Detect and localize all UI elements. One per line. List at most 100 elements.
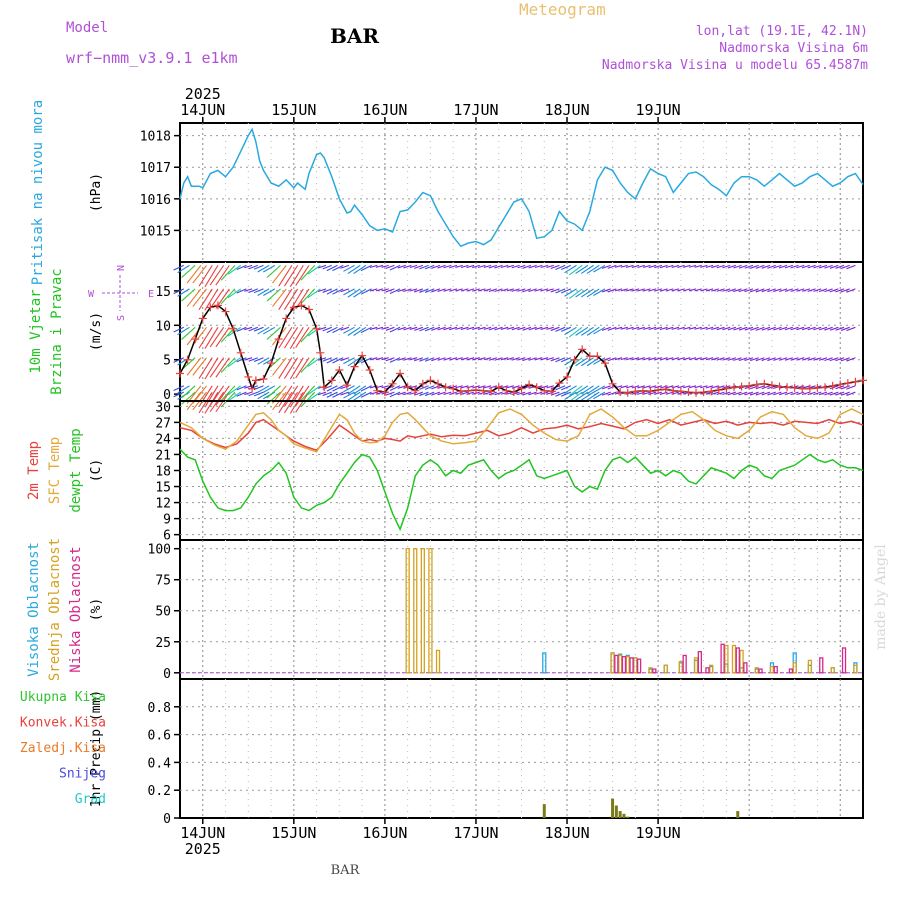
wind-barb xyxy=(517,288,526,292)
wind-barb xyxy=(317,357,327,361)
wind-barb xyxy=(801,357,811,361)
wind-barb xyxy=(483,357,492,361)
day-label-bottom: 19JUN xyxy=(636,824,681,842)
wind-barb xyxy=(818,288,828,292)
wind-barb xyxy=(360,391,372,398)
y-tick-label: 1018 xyxy=(140,130,171,145)
wind-barb xyxy=(278,288,293,311)
wind-barb xyxy=(593,288,606,296)
day-label-top: 19JUN xyxy=(636,101,681,119)
wind-barb xyxy=(483,391,492,395)
wind-barb xyxy=(835,391,845,396)
wind-barb xyxy=(767,264,776,269)
cloud-bar xyxy=(629,657,634,674)
wind-barb xyxy=(332,357,344,364)
wind-point xyxy=(775,382,784,391)
wind-barb xyxy=(659,357,668,361)
wind-barb xyxy=(564,385,577,394)
wind-barb xyxy=(560,264,572,270)
wind-barb xyxy=(761,264,771,269)
wind-barb xyxy=(460,357,469,361)
wind-barb xyxy=(173,385,185,391)
wind-barb xyxy=(705,391,714,395)
wind-barb xyxy=(204,288,219,311)
wind-point xyxy=(616,388,625,397)
wind-barb xyxy=(807,264,816,269)
watermark: made by Angel xyxy=(873,544,889,650)
wind-barb xyxy=(177,326,190,336)
wind-barb xyxy=(637,326,645,330)
wind-barb xyxy=(835,264,845,269)
series-line xyxy=(179,418,864,452)
wind-barb xyxy=(722,326,731,331)
wind-point xyxy=(767,381,776,390)
wind-barb xyxy=(778,264,788,269)
wind-barb xyxy=(593,391,606,400)
wind-barb xyxy=(500,326,509,330)
wind-barb xyxy=(449,391,458,396)
wind-barb xyxy=(385,326,395,331)
wind-barb xyxy=(744,391,754,396)
wind-barb xyxy=(580,288,594,298)
wind-barb xyxy=(347,391,361,401)
wind-barb xyxy=(659,391,668,395)
y-tick-label: 50 xyxy=(155,605,171,620)
y-tick-label: 1015 xyxy=(140,224,171,239)
legend-label: Konvek.Kisa xyxy=(20,716,106,731)
wind-barb xyxy=(818,391,828,396)
wind-barb xyxy=(397,326,406,331)
wind-barb xyxy=(289,385,304,408)
wind-barb xyxy=(555,357,566,363)
wind-barb xyxy=(511,357,520,361)
wind-point xyxy=(699,388,708,397)
wind-barb xyxy=(665,264,674,269)
wind-point xyxy=(282,314,291,323)
footer-station: BAR xyxy=(331,863,361,878)
wind-barb xyxy=(322,264,332,270)
wind-barb xyxy=(332,326,344,334)
wind-barb xyxy=(801,385,811,389)
wind-barb xyxy=(414,288,424,293)
wind-point xyxy=(525,380,534,389)
wind-barb xyxy=(209,326,225,348)
wind-barb xyxy=(322,326,332,332)
wind-point xyxy=(555,379,564,388)
wind-barb xyxy=(397,385,406,389)
wind-barb xyxy=(694,288,702,292)
wind-barb xyxy=(824,326,833,331)
wind-barb xyxy=(455,326,463,330)
wind-barb xyxy=(637,264,645,269)
wind-barb xyxy=(546,357,554,361)
wind-point xyxy=(320,383,329,392)
wind-barb xyxy=(375,264,384,268)
day-label-bottom: 14JUN xyxy=(180,824,225,842)
wind-barb xyxy=(733,264,742,269)
wind-barb xyxy=(790,288,799,292)
wind-barb xyxy=(414,326,424,331)
wind-barb xyxy=(733,391,742,396)
wind-point xyxy=(176,369,184,378)
wind-barb xyxy=(534,391,543,395)
cloud-bar xyxy=(405,548,410,674)
wind-barb xyxy=(506,264,515,268)
wind-barb xyxy=(790,326,799,331)
product-title: Meteogram xyxy=(519,0,606,19)
wind-barb xyxy=(488,288,498,292)
wind-barb xyxy=(177,264,190,274)
wind-barb xyxy=(409,391,418,395)
wind-barb xyxy=(773,326,782,331)
wind-point xyxy=(578,345,587,354)
wind-barb xyxy=(253,357,264,362)
wind-point xyxy=(350,362,359,371)
wind-barb xyxy=(466,326,475,331)
wind-barb xyxy=(414,264,424,269)
wind-barb xyxy=(534,264,543,269)
wind-barb xyxy=(257,385,270,393)
wind-barb xyxy=(755,391,765,396)
wind-barb xyxy=(790,264,799,269)
wind-barb xyxy=(683,326,691,330)
wind-barb xyxy=(403,326,412,331)
wind-barb xyxy=(818,264,828,269)
wind-barb xyxy=(272,288,287,307)
